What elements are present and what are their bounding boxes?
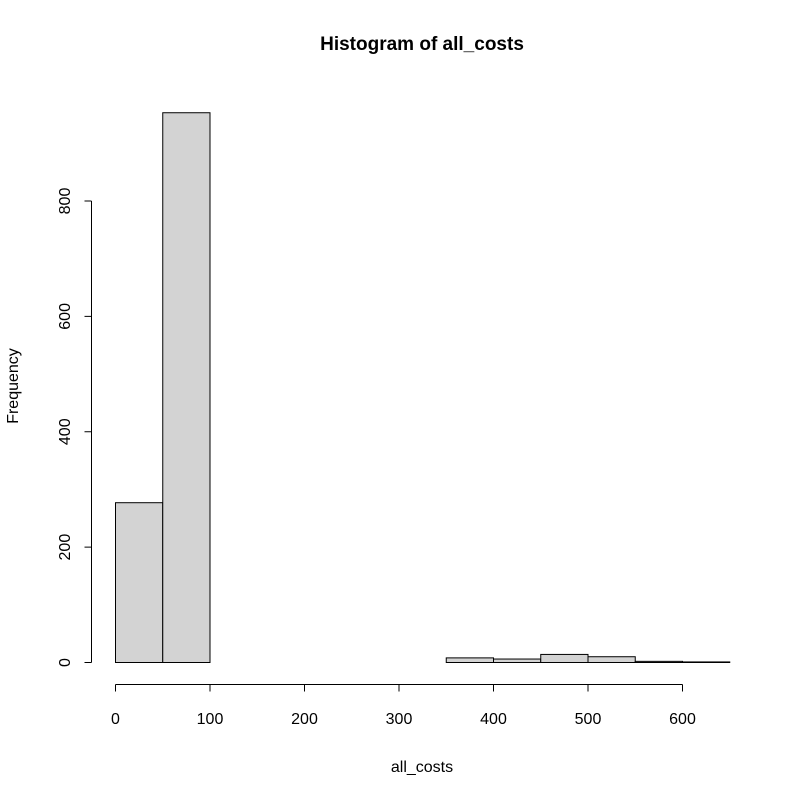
x-tick-label: 500 [575,711,602,728]
y-tick-label: 200 [57,534,74,561]
histogram-bar [587,656,636,664]
x-tick-label: 400 [480,711,507,728]
x-tick-label: 600 [669,711,696,728]
histogram-bar [634,660,683,664]
x-tick-label: 0 [111,711,120,728]
y-tick-label: 400 [57,418,74,445]
histogram-bar [493,658,542,664]
histogram-bar [115,502,164,663]
x-tick-label: 300 [386,711,413,728]
chart-title: Histogram of all_costs [320,34,524,55]
x-tick-label: 100 [197,711,224,728]
y-tick-label: 600 [57,303,74,330]
y-axis-label: Frequency [5,348,22,424]
x-tick-label: 200 [291,711,318,728]
x-axis-label: all_costs [391,759,453,776]
y-axis: 0 200 400 600 800 [57,188,92,667]
y-tick-label: 800 [57,188,74,215]
y-tick-label: 0 [57,658,74,667]
histogram-bar [162,112,211,664]
histogram-bars [115,112,731,664]
x-axis: 0 100 200 300 400 500 600 [111,684,696,728]
histogram-bar [682,661,731,663]
histogram-bar [445,657,494,664]
histogram-bar [540,653,589,664]
